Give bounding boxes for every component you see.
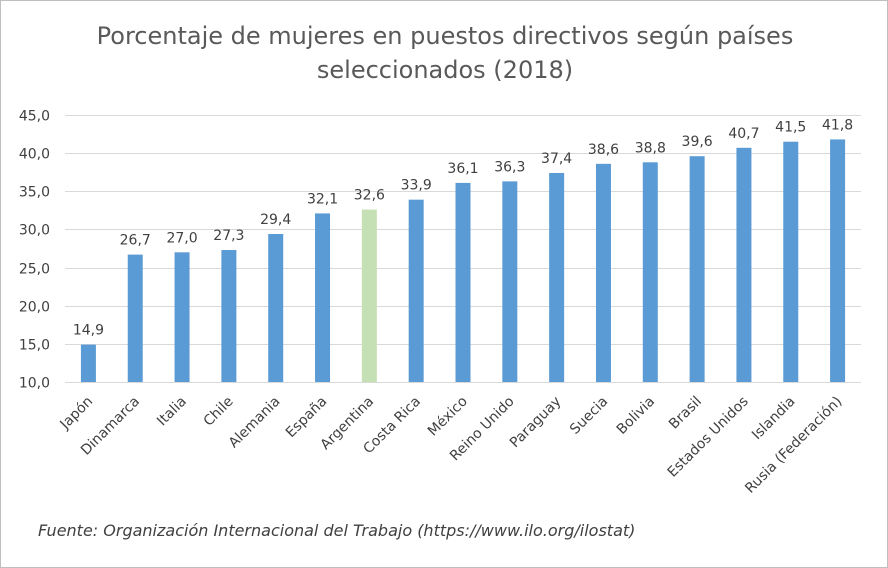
- x-tick-label: Suecia: [567, 394, 611, 438]
- bar: [268, 234, 284, 382]
- x-tick-label: Brasil: [666, 394, 705, 433]
- data-label: 37,4: [541, 151, 572, 167]
- x-tick-label: Bolivia: [614, 394, 658, 438]
- source-note: Fuente: Organización Internacional del T…: [38, 521, 636, 540]
- bar: [549, 172, 565, 382]
- chart-title-line-1: Porcentaje de mujeres en puestos directi…: [96, 22, 794, 50]
- y-tick-label: 10,0: [19, 376, 50, 392]
- data-label: 41,5: [775, 120, 806, 136]
- bar: [502, 181, 518, 382]
- bar: [736, 147, 752, 382]
- bar: [80, 344, 96, 382]
- bar: [595, 163, 611, 382]
- x-tick-label: Japón: [57, 394, 97, 434]
- bar: [174, 252, 190, 382]
- bar: [127, 254, 143, 382]
- bar: [361, 209, 377, 382]
- data-label: 32,6: [354, 188, 385, 204]
- data-label: 32,1: [307, 191, 338, 207]
- bar: [830, 139, 846, 382]
- x-tick-label: México: [425, 394, 471, 440]
- chart-title-line-2: seleccionados (2018): [316, 56, 574, 84]
- data-label: 27,3: [213, 228, 244, 244]
- bar: [783, 141, 799, 382]
- data-label: 29,4: [260, 212, 291, 228]
- data-label: 33,9: [401, 178, 432, 194]
- y-tick-label: 35,0: [19, 185, 50, 201]
- bar: [221, 250, 237, 382]
- data-label: 26,7: [120, 233, 151, 249]
- bar: [642, 162, 658, 382]
- x-tick-label: Alemania: [226, 394, 284, 452]
- data-label: 40,7: [728, 126, 759, 142]
- y-tick-label: 15,0: [19, 338, 50, 354]
- bar: [689, 156, 705, 382]
- data-label: 41,8: [822, 117, 853, 133]
- bar: [408, 199, 424, 382]
- chart-title: Porcentaje de mujeres en puestos directi…: [1, 19, 888, 87]
- y-tick-label: 20,0: [19, 300, 50, 316]
- data-label: 36,3: [494, 159, 525, 175]
- x-tick-label: Paraguay: [507, 394, 565, 452]
- x-tick-label: Italia: [154, 394, 190, 430]
- data-label: 27,0: [166, 230, 197, 246]
- y-tick-label: 45,0: [19, 109, 50, 125]
- data-label: 14,9: [73, 323, 104, 339]
- y-tick-label: 25,0: [19, 262, 50, 278]
- x-tick-label: España: [283, 394, 330, 441]
- data-label: 36,1: [447, 161, 478, 177]
- data-label: 38,8: [635, 140, 666, 156]
- x-tick-label: Chile: [201, 394, 237, 430]
- x-tick-label: Estados Unidos: [665, 394, 752, 481]
- bar: [455, 182, 471, 382]
- y-tick-label: 40,0: [19, 147, 50, 163]
- bar: [315, 213, 331, 382]
- data-label: 38,6: [588, 142, 619, 158]
- data-label: 39,6: [682, 134, 713, 150]
- y-tick-label: 30,0: [19, 223, 50, 239]
